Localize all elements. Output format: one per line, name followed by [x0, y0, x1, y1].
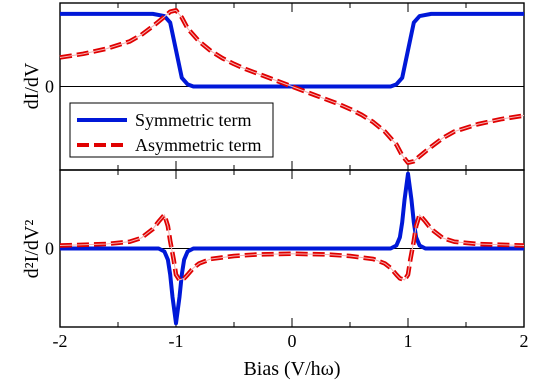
bottom-y-tick-label: 0 [45, 239, 54, 259]
x-tick-label: 2 [520, 331, 529, 351]
x-axis-label: Bias (V/hω) [243, 358, 340, 380]
bottom-series-asymmetric-term-thin [59, 213, 525, 281]
legend-label-symmetric: Symmetric term [135, 110, 251, 130]
bottom-series-symmetric-term [60, 171, 524, 326]
legend-label-asymmetric: Asymmetric term [135, 135, 261, 155]
bottom-y-axis-label: d²I/dV² [21, 220, 43, 279]
bottom-panel: 0 -2 -1 0 1 2 [45, 170, 529, 351]
legend-box [69, 102, 274, 158]
legend: Symmetric term Asymmetric term [69, 102, 274, 158]
x-tick-label: 1 [404, 331, 413, 351]
top-y-tick-label: 0 [45, 77, 54, 97]
x-tick-label: 0 [288, 331, 297, 351]
top-y-axis-label: dI/dV [21, 62, 43, 109]
top-series-asymmetric-term-thin [59, 9, 525, 164]
x-tick-label: -2 [53, 331, 68, 351]
top-series-symmetric-term [60, 11, 524, 89]
top-panel: 0 [45, 3, 525, 170]
x-tick-label: -1 [169, 331, 184, 351]
